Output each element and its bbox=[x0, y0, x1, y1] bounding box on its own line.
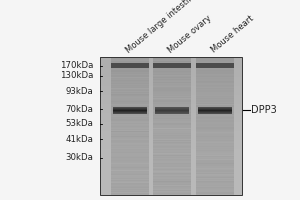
Text: Mouse ovary: Mouse ovary bbox=[166, 14, 213, 55]
Bar bbox=[100, 57, 242, 195]
Text: 130kDa: 130kDa bbox=[60, 72, 93, 80]
Text: DPP3: DPP3 bbox=[251, 105, 277, 115]
Text: 41kDa: 41kDa bbox=[65, 134, 93, 144]
Text: 93kDa: 93kDa bbox=[65, 86, 93, 96]
Text: Mouse heart: Mouse heart bbox=[209, 14, 255, 55]
Text: 30kDa: 30kDa bbox=[65, 154, 93, 162]
Text: 70kDa: 70kDa bbox=[65, 104, 93, 114]
Text: 53kDa: 53kDa bbox=[65, 119, 93, 129]
Text: Mouse large intestine: Mouse large intestine bbox=[124, 0, 200, 55]
Text: 170kDa: 170kDa bbox=[60, 62, 93, 71]
